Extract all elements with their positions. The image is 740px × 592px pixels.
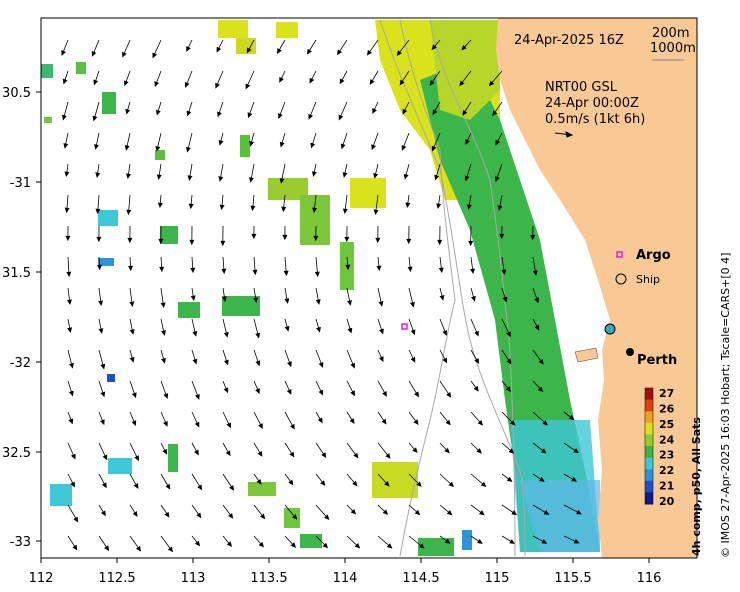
y-tick-label: 30.5 — [2, 86, 31, 101]
colorbar-swatch — [645, 446, 653, 459]
credit-line: © IMOS 27-Apr-2025 16:03 Hobart; Tscale=… — [719, 253, 732, 558]
colorbar-tick-label: 23 — [659, 449, 674, 462]
x-tick-label: 112 — [29, 571, 54, 586]
y-tick-label: -33 — [10, 535, 31, 550]
y-tick-label: -32 — [10, 356, 31, 371]
x-tick-label: 115 — [485, 571, 510, 586]
colorbar-tick-label: 27 — [659, 387, 674, 400]
current-scale: 0.5m/s (1kt 6h) — [545, 112, 645, 127]
colorbar-swatch — [645, 457, 653, 470]
current-time: 24-Apr 00:00Z — [545, 96, 639, 111]
ship-legend-label: Ship — [636, 273, 660, 286]
y-tick-label: 32.5 — [2, 446, 31, 461]
colorbar-swatch — [645, 480, 653, 493]
colorbar-tick-label: 24 — [659, 433, 675, 446]
y-tick-label: 31.5 — [2, 266, 31, 281]
city-label: Perth — [637, 353, 677, 368]
argo-float-marker — [401, 323, 408, 330]
colorbar-swatch — [645, 388, 653, 401]
date-stamp: 24-Apr-2025 16Z — [514, 33, 624, 48]
sst-coastal-band — [375, 20, 600, 552]
x-tick-label: 113.5 — [250, 571, 287, 586]
colorbar-swatch — [645, 492, 653, 505]
y-tick-label: -31 — [10, 176, 31, 191]
colorbar-swatch — [645, 411, 653, 424]
current-product: NRT00 GSL — [545, 80, 618, 95]
rottnest-island — [574, 347, 599, 363]
colorbar-tick-label: 25 — [659, 418, 674, 431]
colorbar-swatch — [645, 469, 653, 482]
ship-legend-icon — [615, 273, 627, 285]
colorbar-tick-label: 20 — [659, 495, 675, 508]
scale-arrow-icon — [554, 131, 574, 138]
perth-marker — [626, 348, 634, 356]
colorbar-tick-label: 22 — [659, 464, 674, 477]
x-tick-label: 113 — [181, 571, 206, 586]
sst-patches — [41, 20, 472, 556]
x-tick-label: 114.5 — [402, 571, 439, 586]
argo-legend-label: Argo — [636, 248, 671, 263]
x-tick-label: 115.5 — [554, 571, 591, 586]
colorbar-swatch — [645, 422, 653, 435]
contour-label-200m: 200m — [652, 26, 689, 41]
current-vectors — [61, 39, 582, 553]
colorbar-tick-label: 26 — [659, 402, 675, 415]
sst-colorbar: 27 26 25 24 23 22 21 20 — [644, 387, 675, 508]
x-axis: 112 112.5 113 113.5 114 114.5 115 115.5 116 — [29, 558, 662, 586]
map-frame — [40, 17, 698, 559]
colorbar-swatch — [645, 399, 653, 412]
ship-position-marker — [604, 323, 616, 335]
x-tick-label: 112.5 — [98, 571, 135, 586]
bathymetry-contours — [379, 19, 526, 557]
x-tick-label: 114 — [333, 571, 358, 586]
colorbar-label: 4h comp, p50, All Sats — [690, 417, 703, 556]
argo-legend-icon — [616, 251, 623, 258]
contour-label-1000m: 1000m — [650, 41, 696, 56]
colorbar-swatch — [645, 434, 653, 447]
x-tick-label: 116 — [637, 571, 662, 586]
colorbar-tick-label: 21 — [659, 480, 674, 493]
y-axis: 30.5 -31 31.5 -32 32.5 -33 — [2, 86, 41, 550]
